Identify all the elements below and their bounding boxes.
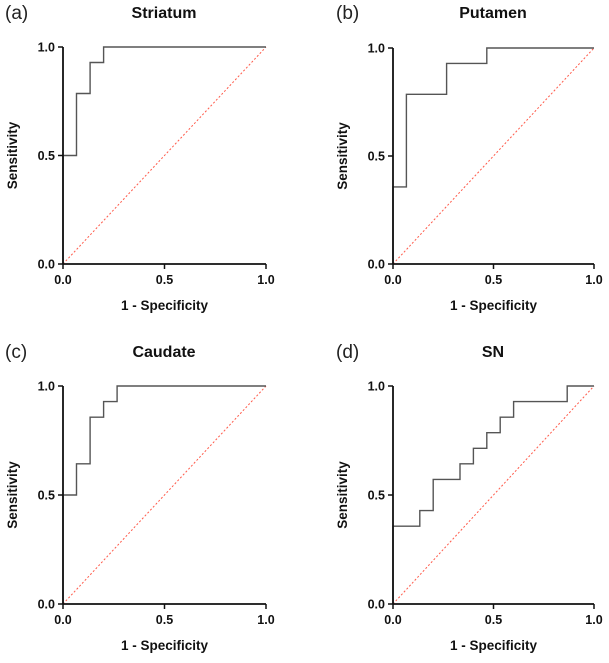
reference-line	[392, 47, 595, 265]
y-tick-label: 1.0	[38, 380, 55, 394]
y-tick-label: 0.0	[38, 598, 55, 612]
panel-label: (d)	[336, 342, 359, 363]
x-axis-label: 1 - Specificity	[450, 298, 538, 313]
y-tick-label: 0.5	[38, 489, 55, 503]
y-tick-label: 0.5	[38, 149, 55, 163]
y-tick-label: 0.0	[368, 598, 385, 612]
y-axis-label: Sensitivity	[5, 121, 20, 189]
chart-title: Striatum	[132, 5, 197, 22]
y-tick-label: 0.5	[368, 489, 385, 503]
y-axis-label: Sensitivity	[335, 461, 350, 529]
y-tick-label: 1.0	[368, 42, 385, 56]
x-tick-label: 0.0	[54, 613, 71, 627]
roc-panel: (d) SN 0.0 0.5 1.0 0.0 0.5 1.0 1 - Specificity Se…	[335, 342, 603, 653]
panel-label: (b)	[336, 3, 359, 24]
chart-title: SN	[482, 344, 504, 361]
roc-curve	[392, 47, 594, 264]
x-tick-label: 1.0	[257, 273, 274, 287]
reference-line	[62, 385, 267, 605]
x-tick-label: 1.0	[585, 273, 602, 287]
reference-line	[62, 46, 267, 265]
chart-title: Caudate	[132, 344, 195, 361]
x-tick-label: 0.0	[384, 613, 401, 627]
y-tick-label: 1.0	[38, 41, 55, 55]
y-tick-label: 0.0	[368, 258, 385, 272]
y-axis-label: Sensitivity	[335, 122, 350, 190]
x-tick-label: 0.0	[54, 273, 71, 287]
x-tick-label: 0.5	[485, 273, 502, 287]
chart-title: Putamen	[459, 5, 527, 22]
x-tick-label: 0.5	[156, 273, 173, 287]
roc-curve	[392, 385, 594, 604]
y-tick-label: 1.0	[368, 380, 385, 394]
x-axis-label: 1 - Specificity	[450, 638, 538, 653]
panel-label: (a)	[5, 3, 28, 24]
roc-curve	[62, 46, 266, 264]
x-tick-label: 1.0	[585, 613, 602, 627]
x-axis-label: 1 - Specificity	[121, 638, 209, 653]
roc-curve	[62, 385, 266, 604]
x-axis-label: 1 - Specificity	[121, 298, 209, 313]
reference-line	[392, 385, 595, 605]
x-tick-label: 1.0	[257, 613, 274, 627]
y-tick-label: 0.5	[368, 150, 385, 164]
x-tick-label: 0.5	[485, 613, 502, 627]
x-tick-label: 0.5	[156, 613, 173, 627]
y-tick-label: 0.0	[38, 258, 55, 272]
roc-panel: (b) Putamen 0.0 0.5 1.0 0.0 0.5 1.0 1 - Specific…	[335, 3, 603, 313]
x-tick-label: 0.0	[384, 273, 401, 287]
roc-panel: (c) Caudate 0.0 0.5 1.0 0.0 0.5 1.0 1 - Specific…	[5, 342, 275, 653]
panel-label: (c)	[5, 342, 27, 363]
y-axis-label: Sensitivity	[5, 461, 20, 529]
roc-panel: (a) Striatum 0.0 0.5 1.0 0.0 0.5 1.0 1 - Specifi…	[5, 3, 275, 313]
